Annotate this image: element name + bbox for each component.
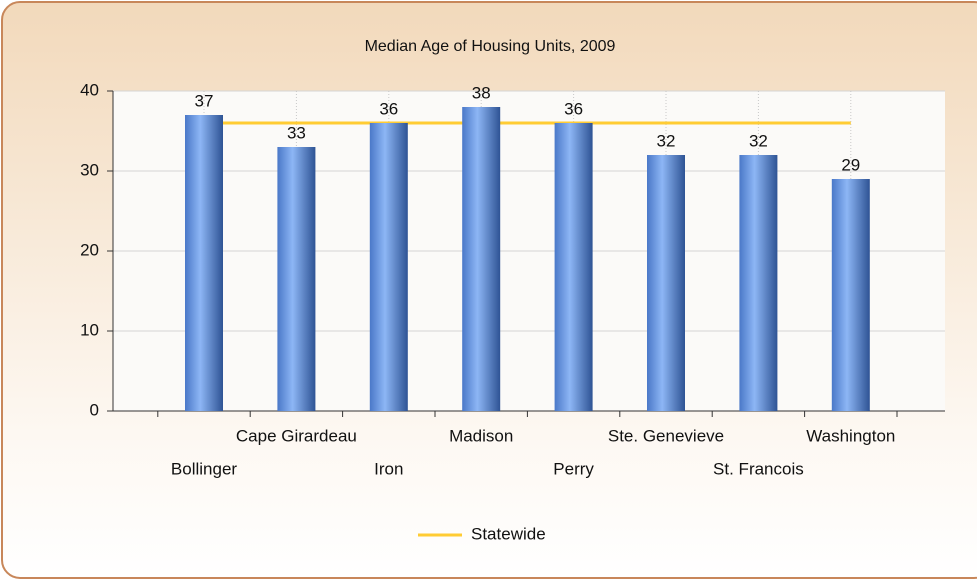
data-label: 32 xyxy=(657,131,676,150)
data-label: 29 xyxy=(841,155,860,174)
bar xyxy=(831,179,870,411)
x-tick-label: St. Francois xyxy=(713,459,804,478)
y-tick-label: 30 xyxy=(80,160,99,179)
y-tick-label: 10 xyxy=(80,320,99,339)
legend-label: Statewide xyxy=(471,524,546,543)
y-tick-label: 40 xyxy=(80,80,99,99)
y-tick-label: 0 xyxy=(90,400,99,419)
bar xyxy=(554,123,593,411)
data-label: 32 xyxy=(749,131,768,150)
data-label: 36 xyxy=(564,99,583,118)
bar xyxy=(277,147,316,411)
x-tick-label: Iron xyxy=(374,459,403,478)
data-label: 37 xyxy=(195,91,214,110)
data-label: 36 xyxy=(379,99,398,118)
bar xyxy=(647,155,685,411)
x-tick-label: Cape Girardeau xyxy=(236,426,357,445)
bar xyxy=(185,115,223,411)
x-tick-label: Madison xyxy=(449,426,513,445)
x-tick-label: Perry xyxy=(553,459,594,478)
y-tick-label: 20 xyxy=(80,240,99,259)
bar xyxy=(462,107,501,411)
x-tick-label: Bollinger xyxy=(171,459,237,478)
bar xyxy=(739,155,778,411)
x-tick-label: Washington xyxy=(806,426,895,445)
x-tick-label: Ste. Genevieve xyxy=(608,426,724,445)
data-label: 33 xyxy=(287,123,306,142)
chart-title: Median Age of Housing Units, 2009 xyxy=(365,38,616,55)
bar xyxy=(369,123,408,411)
data-label: 38 xyxy=(472,83,491,102)
